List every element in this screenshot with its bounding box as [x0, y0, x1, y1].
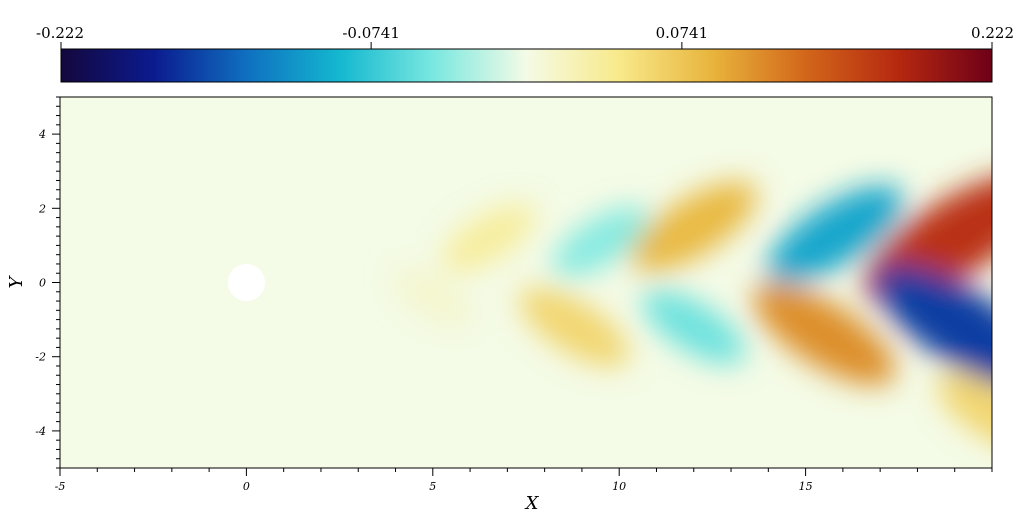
colorbar: -0.222 -0.0741 0.0741 0.222 — [36, 24, 1014, 83]
x-tick-label: 15 — [799, 480, 813, 493]
x-axis-title: X — [524, 493, 540, 514]
plot-area: -5 0 5 10 15 4 2 0 -2 -4 X Y — [6, 96, 993, 514]
colorbar-ticks: -0.222 -0.0741 0.0741 0.222 — [36, 24, 1014, 49]
cylinder-obstacle — [227, 263, 266, 302]
vorticity-blob — [642, 289, 746, 365]
vorticity-blob — [552, 206, 649, 277]
colorbar-gradient — [60, 48, 993, 83]
vorticity-blob — [937, 372, 992, 452]
colorbar-tick-label: 0.222 — [971, 24, 1014, 42]
x-tick-label: -5 — [55, 480, 66, 493]
colorbar-tick-label: -0.222 — [36, 24, 84, 42]
vorticity-blob — [630, 181, 757, 273]
y-axis: 4 2 0 -2 -4 — [35, 96, 60, 469]
y-tick-label: 2 — [38, 202, 46, 215]
y-tick-label: -4 — [35, 425, 46, 438]
vorticity-blob — [874, 264, 992, 390]
x-tick-label: 10 — [612, 480, 626, 493]
colorbar-tick-label: -0.0741 — [342, 24, 400, 42]
vorticity-blob — [519, 287, 630, 367]
y-tick-label: 4 — [38, 128, 46, 141]
x-tick-label: 5 — [429, 480, 436, 493]
y-tick-label: 0 — [39, 277, 46, 290]
vorticity-blob — [442, 204, 536, 272]
y-tick-label: -2 — [35, 351, 46, 364]
vorticity-blob — [767, 185, 904, 283]
vorticity-blob — [752, 283, 896, 386]
vorticity-blob — [393, 268, 472, 327]
vorticity-field — [393, 173, 992, 452]
colorbar-tick-label: 0.0741 — [656, 24, 709, 42]
plot-background — [60, 97, 992, 468]
y-axis-title: Y — [6, 274, 27, 288]
x-axis: -5 0 5 10 15 — [55, 468, 993, 493]
x-tick-label: 0 — [243, 480, 250, 493]
